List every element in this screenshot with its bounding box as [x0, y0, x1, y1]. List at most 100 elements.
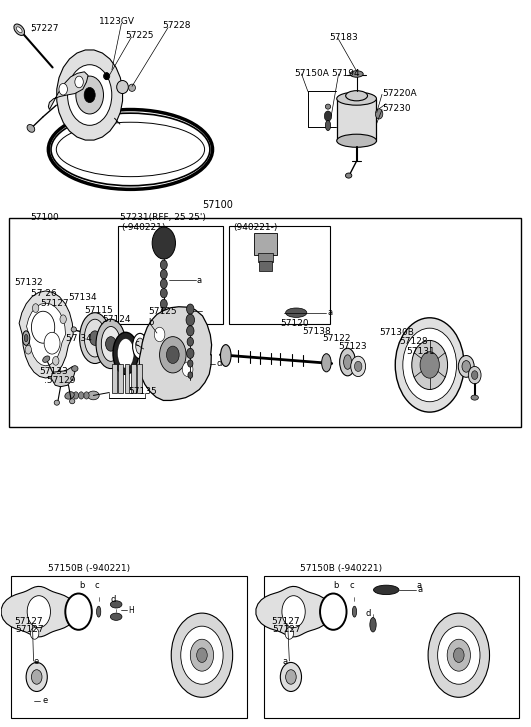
Text: b: b — [79, 581, 84, 590]
Text: 57230: 57230 — [382, 104, 410, 113]
Text: 57150B (-940221): 57150B (-940221) — [300, 563, 382, 573]
Text: 57227: 57227 — [30, 24, 58, 33]
Text: 57123: 57123 — [338, 342, 367, 350]
Circle shape — [53, 356, 59, 365]
Circle shape — [395, 318, 464, 412]
Ellipse shape — [370, 617, 376, 632]
Ellipse shape — [462, 361, 470, 372]
Polygon shape — [48, 72, 88, 110]
Ellipse shape — [458, 356, 474, 377]
Circle shape — [420, 352, 439, 378]
Circle shape — [84, 87, 95, 103]
Circle shape — [186, 304, 194, 314]
Text: 57115: 57115 — [84, 306, 113, 315]
Ellipse shape — [56, 122, 204, 177]
Text: H: H — [128, 606, 134, 615]
Circle shape — [160, 300, 167, 309]
Ellipse shape — [220, 345, 231, 366]
Circle shape — [67, 65, 112, 125]
Text: 57231(RFF, 25 25'): 57231(RFF, 25 25') — [120, 213, 205, 222]
Text: (940221-): (940221-) — [234, 222, 278, 232]
Circle shape — [190, 639, 213, 671]
Text: 57127: 57127 — [40, 300, 69, 308]
Bar — [118, 364, 123, 393]
Bar — [264, 576, 519, 718]
Ellipse shape — [101, 326, 121, 361]
Circle shape — [76, 76, 104, 114]
Ellipse shape — [350, 71, 363, 77]
Text: d: d — [111, 595, 116, 604]
Circle shape — [181, 626, 223, 684]
Bar — [138, 364, 142, 393]
Ellipse shape — [286, 308, 307, 318]
Circle shape — [160, 337, 186, 373]
Text: 57100: 57100 — [202, 201, 233, 210]
Bar — [131, 364, 136, 393]
Ellipse shape — [346, 173, 352, 178]
Ellipse shape — [117, 81, 129, 94]
Polygon shape — [1, 587, 76, 637]
Ellipse shape — [22, 331, 30, 345]
Circle shape — [31, 311, 55, 343]
Circle shape — [90, 331, 100, 345]
Circle shape — [286, 670, 296, 684]
Circle shape — [187, 337, 193, 346]
Bar — [259, 261, 272, 270]
Circle shape — [285, 627, 294, 639]
Ellipse shape — [346, 91, 367, 101]
Polygon shape — [27, 303, 65, 366]
Text: 57127: 57127 — [14, 616, 42, 626]
Ellipse shape — [42, 356, 50, 362]
Ellipse shape — [27, 124, 35, 132]
Circle shape — [428, 613, 490, 697]
Text: 57220A: 57220A — [382, 89, 417, 98]
Circle shape — [106, 337, 116, 351]
Circle shape — [472, 371, 478, 379]
Ellipse shape — [80, 313, 110, 364]
Text: 57 26: 57 26 — [31, 289, 57, 297]
Text: 57138: 57138 — [303, 327, 331, 336]
Circle shape — [60, 315, 66, 324]
Ellipse shape — [113, 332, 139, 374]
Circle shape — [186, 326, 194, 336]
Ellipse shape — [136, 338, 144, 354]
Text: 57228: 57228 — [162, 21, 191, 30]
Circle shape — [166, 346, 179, 364]
Circle shape — [196, 648, 207, 662]
Ellipse shape — [373, 585, 399, 595]
Circle shape — [160, 289, 167, 298]
Ellipse shape — [51, 113, 210, 185]
Ellipse shape — [48, 110, 212, 189]
Circle shape — [160, 260, 167, 270]
Circle shape — [453, 648, 464, 662]
Ellipse shape — [337, 92, 376, 105]
Text: e: e — [33, 656, 39, 665]
Circle shape — [27, 595, 50, 627]
Circle shape — [75, 76, 83, 88]
Bar — [112, 364, 117, 393]
Text: 57128: 57128 — [399, 337, 427, 345]
Text: 57194: 57194 — [332, 70, 361, 79]
Text: c: c — [95, 581, 100, 590]
Circle shape — [182, 362, 193, 377]
Ellipse shape — [96, 319, 126, 369]
Text: 57150A: 57150A — [295, 70, 330, 79]
Text: 57127: 57127 — [271, 616, 299, 626]
Text: 57150B (-940221): 57150B (-940221) — [48, 563, 131, 573]
Circle shape — [79, 392, 84, 399]
Circle shape — [412, 340, 448, 390]
Ellipse shape — [129, 84, 135, 92]
Text: a: a — [282, 656, 288, 665]
Bar — [229, 225, 330, 324]
Circle shape — [468, 366, 481, 384]
Polygon shape — [51, 366, 75, 387]
Circle shape — [65, 593, 92, 630]
Ellipse shape — [340, 348, 356, 376]
Ellipse shape — [471, 395, 478, 400]
Text: 57225: 57225 — [125, 31, 153, 40]
Text: 57127: 57127 — [15, 624, 44, 633]
Circle shape — [30, 627, 39, 639]
Circle shape — [73, 392, 79, 399]
Circle shape — [186, 314, 194, 326]
Text: 57183: 57183 — [329, 33, 358, 42]
